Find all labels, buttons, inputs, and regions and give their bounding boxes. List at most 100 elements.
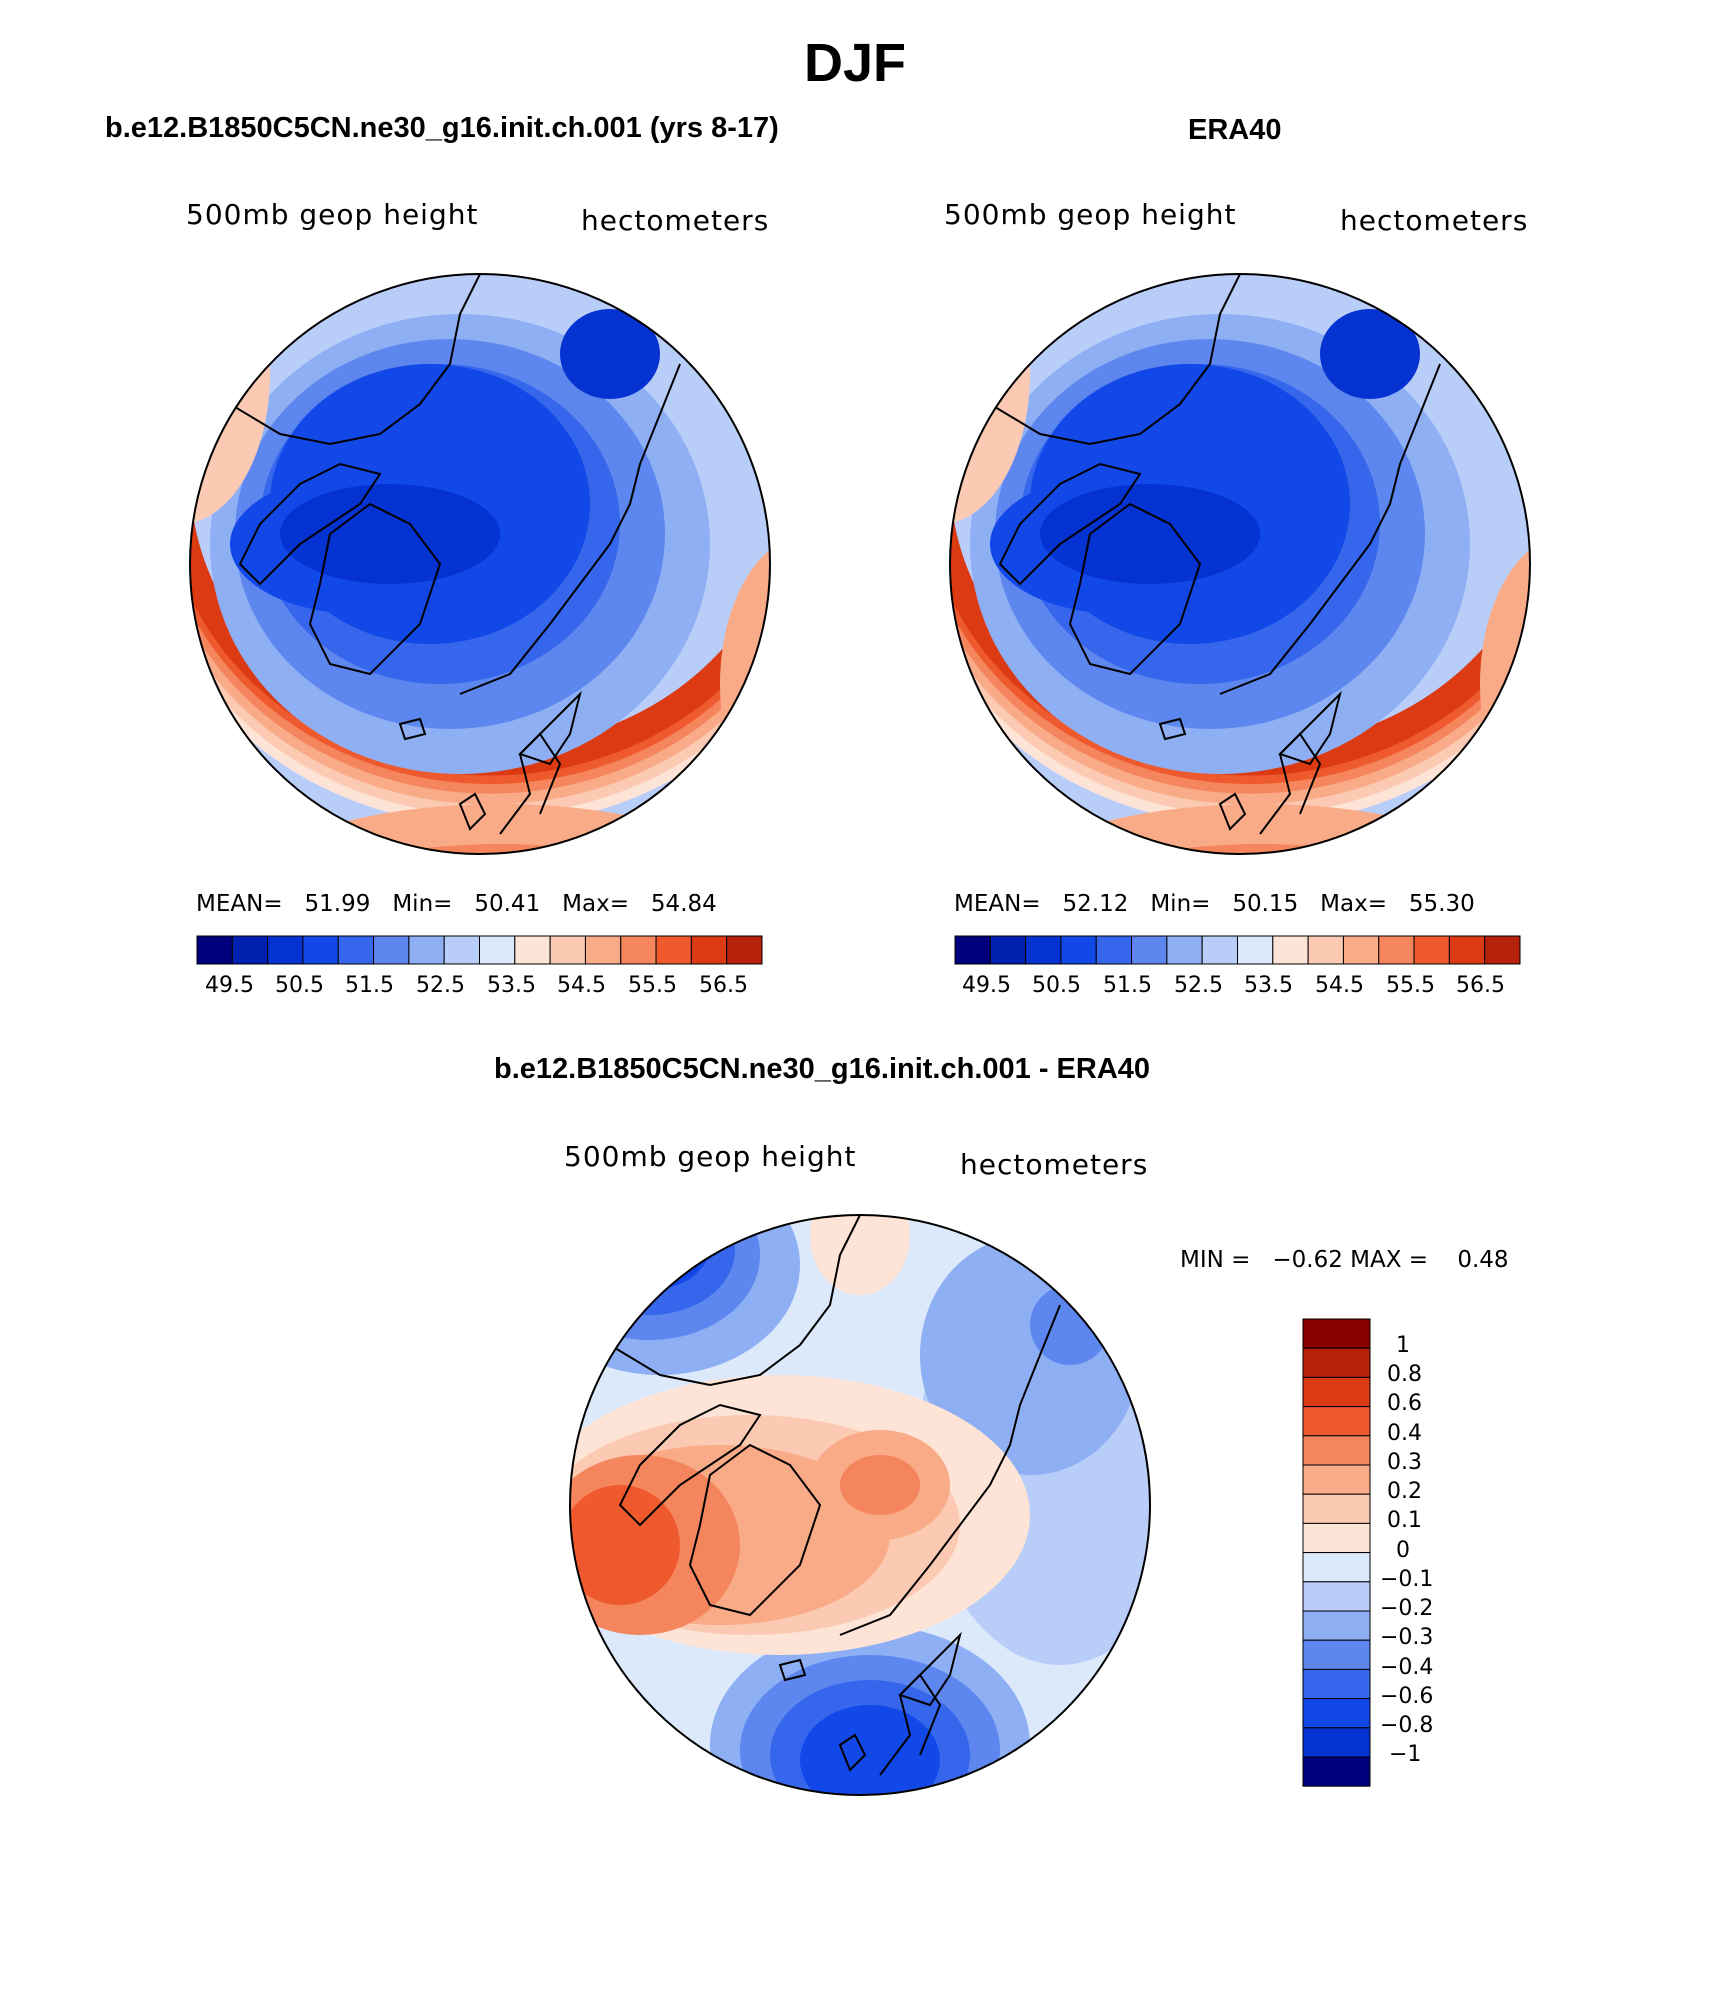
coastline [950,274,1241,446]
max-value: 54.84 [650,891,717,917]
colorbar-swatch [584,935,622,965]
min-value: 50.41 [474,891,541,917]
mean-label: MEAN= [954,891,1041,917]
colorbar-tick: −1 [1389,1742,1422,1767]
left-label-model: 500mb geop height [186,198,479,231]
right-label-obs: hectometers [1340,204,1529,237]
colorbar-swatch [408,935,445,965]
colorbar-tick: 52.5 [416,973,465,998]
colorbar-swatch [373,935,410,965]
contour-band [1040,484,1260,584]
contour-band [190,274,230,474]
colorbar-swatch [1302,1756,1371,1787]
colorbar-tick: 52.5 [1174,973,1223,998]
colorbar-tick: 56.5 [699,973,748,998]
colorbar-tick: 1 [1396,1333,1410,1358]
coastline [190,274,481,446]
colorbar-swatch [1302,1668,1371,1700]
colorbar-tick: 0.8 [1387,1362,1422,1387]
page-title: DJF [803,33,906,93]
coastlines-diff [570,1215,1061,1776]
colorbar-tick: 54.5 [557,973,606,998]
polar-map-diff [570,1215,1150,1795]
colorbar-swatch [1302,1376,1371,1408]
contour-band [840,1455,920,1515]
colorbar-tick: 50.5 [1032,973,1081,998]
colorbar-tick: 49.5 [962,973,1011,998]
colorbar-swatch [1302,1610,1371,1641]
contour-band [1480,534,1530,834]
colorbar-tick: −0.1 [1380,1567,1434,1592]
contour-band [950,274,960,414]
colorbar-swatch [1302,1493,1371,1524]
panel-title-diff: b.e12.B1850C5CN.ne30_g16.init.ch.001 - E… [494,1053,1151,1085]
polar-map-obs [950,274,1650,854]
map-border [569,1214,1151,1796]
panel-title-obs: ERA40 [1188,114,1282,146]
contour-band [950,274,990,474]
coastline [1218,792,1247,831]
stats-diff: MIN = −0.62 MAX = 0.48 [1180,1247,1509,1273]
colorbar-swatch [1131,935,1168,965]
min-label: Min= [392,891,453,917]
colorbar-swatch [1342,935,1380,965]
colorbar-swatch [1237,935,1274,965]
contour-band [190,274,270,524]
colorbar-swatch [1302,1581,1371,1612]
colorbar-swatch [690,935,728,965]
colorbar-tick: −0.4 [1380,1655,1434,1680]
colorbar-swatch [196,935,233,965]
min-label: MIN = [1180,1247,1251,1273]
colorbar-swatch [1302,1522,1371,1554]
colorbar-tick: 0.3 [1387,1450,1422,1475]
colorbar-swatch [1302,1698,1371,1729]
coastline [398,717,427,741]
colorbar-tick: 55.5 [628,973,677,998]
coastline [898,1631,962,1707]
colorbar-swatch [655,935,692,965]
min-label: Min= [1150,891,1211,917]
colorbar-swatch [1302,1639,1371,1670]
colorbar-tick: 53.5 [487,973,536,998]
coastline [838,1733,867,1772]
colorbar-swatch [1302,1318,1371,1349]
colorbar-swatch [337,935,375,965]
colorbar-tick: 54.5 [1315,973,1364,998]
colorbar-tick: 56.5 [1456,973,1505,998]
colorbar-swatch [1302,1552,1371,1583]
panel-title-model: b.e12.B1850C5CN.ne30_g16.init.ch.001 (yr… [105,112,779,144]
colorbar-swatch [267,935,304,965]
stats-model: MEAN= 51.99 Min= 50.41 Max= 54.84 [196,891,717,917]
colorbar-swatch [1413,935,1450,965]
max-label: Max= [1320,891,1387,917]
colorbar-swatch [1166,935,1203,965]
colorbar-swatch [514,935,551,965]
colorbar-diff [1302,1318,1371,1787]
right-label-diff: hectometers [960,1148,1149,1181]
colorbar-swatch [1302,1727,1371,1758]
colorbar-swatch [1201,935,1238,965]
max-label: MAX = [1350,1247,1429,1273]
contour-band [570,1215,735,1315]
mean-value: 51.99 [304,891,371,917]
colorbar-swatch [1378,935,1415,965]
contour-band [1030,1285,1110,1365]
colorbar-swatch [302,935,339,965]
colorbar-obs [954,935,1521,965]
left-label-obs: 500mb geop height [944,198,1237,231]
min-value: 50.15 [1232,891,1299,917]
contour-band [950,274,1030,524]
contour-band [1530,574,1650,814]
colorbar-tick: −0.6 [1380,1684,1434,1709]
coastlines-obs [950,274,1441,835]
colorbar-model [196,935,763,965]
max-value: 0.48 [1457,1247,1509,1273]
colorbar-tick: 0.6 [1387,1391,1422,1416]
colorbar-swatch [1307,935,1344,965]
stats-obs: MEAN= 52.12 Min= 50.15 Max= 55.30 [954,891,1475,917]
map-border [949,273,1531,855]
left-label-diff: 500mb geop height [564,1140,857,1173]
colorbar-tick: 0 [1396,1538,1410,1563]
contour-band [800,1705,940,1795]
contour-band [720,534,770,834]
